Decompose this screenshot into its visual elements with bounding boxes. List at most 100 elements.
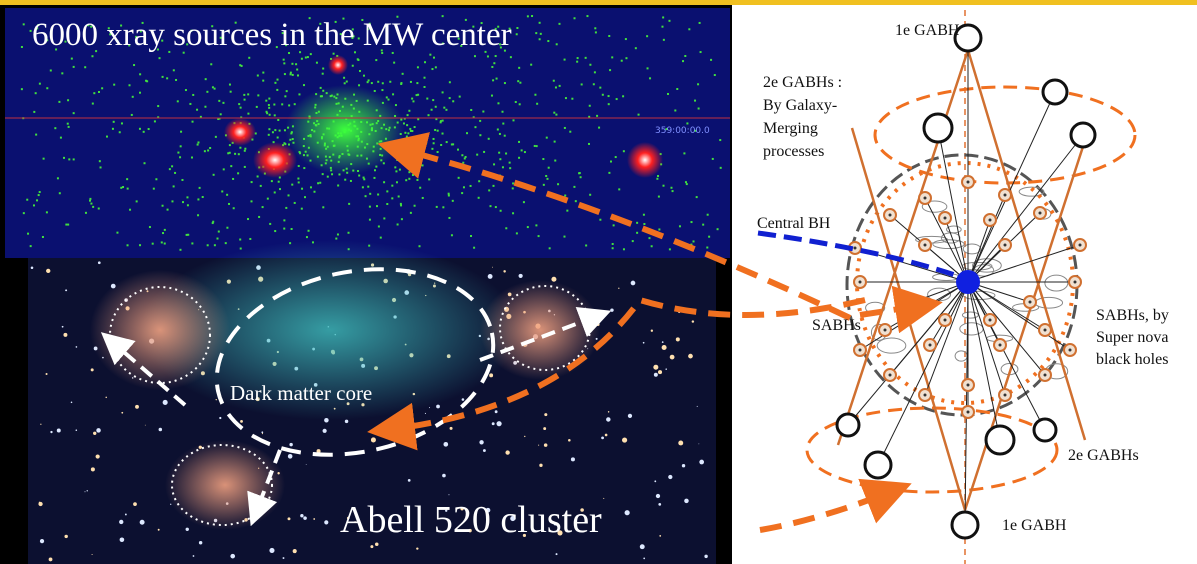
dot	[636, 231, 639, 234]
dot	[495, 77, 498, 80]
dot	[508, 161, 511, 164]
dot	[120, 122, 123, 125]
dot	[486, 55, 489, 58]
dot	[697, 83, 700, 86]
dot	[250, 181, 253, 184]
sabh-core	[1028, 300, 1032, 304]
dot	[697, 107, 700, 110]
dot	[608, 171, 611, 174]
star	[639, 544, 645, 550]
dot	[389, 80, 392, 83]
dot	[545, 174, 548, 177]
dot	[480, 22, 483, 25]
dot	[368, 205, 371, 208]
dot	[256, 74, 259, 77]
star	[428, 407, 430, 409]
dot	[197, 141, 200, 144]
dot	[232, 177, 235, 180]
dot	[569, 130, 572, 133]
dot	[490, 94, 493, 97]
dot	[622, 150, 625, 153]
dot	[479, 119, 482, 122]
dot	[436, 151, 439, 154]
star	[289, 442, 293, 447]
dot	[539, 32, 542, 35]
dot	[448, 97, 451, 100]
star	[90, 467, 95, 472]
dot	[99, 166, 102, 169]
dot	[408, 109, 411, 112]
dot	[379, 236, 382, 239]
star	[139, 519, 145, 525]
star	[678, 440, 684, 446]
dot	[576, 57, 579, 60]
dot	[84, 66, 87, 69]
dot	[428, 178, 431, 181]
dot	[395, 181, 398, 184]
dot	[656, 177, 659, 180]
dot	[142, 130, 145, 133]
dot	[20, 45, 23, 48]
dot	[317, 182, 320, 185]
dot	[87, 24, 90, 27]
dot	[139, 73, 142, 76]
dot	[594, 27, 597, 30]
dot	[84, 211, 87, 214]
dot	[643, 223, 646, 226]
star	[544, 413, 548, 417]
sabh-core	[943, 216, 947, 220]
star	[162, 399, 168, 405]
star	[510, 515, 516, 522]
dot	[396, 223, 399, 226]
dot	[634, 47, 637, 50]
star	[518, 273, 523, 279]
dot	[166, 208, 169, 211]
gabh	[922, 112, 954, 144]
dot	[457, 148, 460, 151]
dot	[518, 156, 521, 159]
ray	[884, 281, 969, 331]
dot	[29, 245, 32, 248]
star	[63, 332, 68, 337]
dot	[520, 149, 523, 152]
dot	[413, 204, 416, 207]
ray	[967, 281, 1046, 431]
dot	[599, 86, 602, 89]
star	[555, 553, 558, 556]
dot	[343, 82, 346, 85]
star	[601, 436, 604, 440]
dot	[239, 64, 242, 67]
dot	[407, 139, 410, 142]
dot	[334, 20, 337, 23]
star	[655, 493, 661, 499]
dot	[399, 202, 402, 205]
dot	[196, 108, 199, 111]
dot	[580, 83, 583, 86]
dot	[262, 71, 265, 74]
dot	[300, 57, 303, 60]
dot	[36, 27, 39, 30]
dot	[237, 172, 240, 175]
dot	[190, 29, 193, 32]
dot	[321, 173, 324, 176]
dot	[349, 179, 352, 182]
dot	[112, 120, 115, 123]
dot	[155, 178, 158, 181]
dot	[494, 27, 497, 30]
dot	[309, 53, 312, 56]
dot	[138, 127, 141, 130]
dot	[243, 93, 246, 96]
dot	[297, 181, 300, 184]
dot	[226, 226, 229, 229]
dot	[473, 55, 476, 58]
star	[624, 510, 630, 516]
dot	[345, 80, 348, 83]
dot	[331, 173, 334, 176]
dot	[92, 205, 95, 208]
star	[603, 497, 605, 499]
sabh-core	[1073, 280, 1077, 284]
dot	[694, 129, 697, 132]
dot	[624, 38, 627, 41]
dot	[526, 15, 529, 18]
sabh-core	[988, 318, 992, 322]
